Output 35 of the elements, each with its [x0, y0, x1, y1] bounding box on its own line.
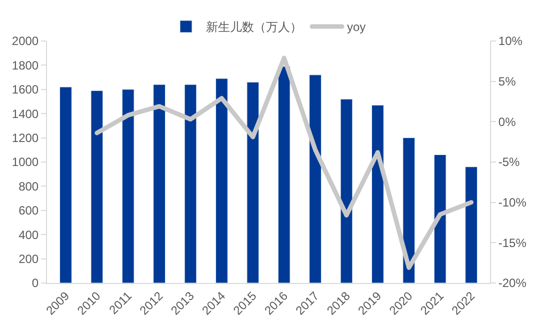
bar — [216, 78, 228, 283]
bar — [465, 166, 478, 283]
bar — [122, 89, 134, 283]
y-tick-label: 0 — [32, 276, 39, 290]
y-tick-label: 200 — [18, 252, 39, 266]
y-tick-label: 1400 — [12, 106, 39, 121]
legend-label: 新生儿数（万人） — [206, 20, 302, 34]
y2-tick-label: -20% — [498, 276, 527, 290]
bar — [278, 66, 290, 283]
y-tick-label: 400 — [18, 228, 39, 242]
y2-tick-label: -5% — [498, 155, 520, 170]
y2-tick-label: 0% — [498, 114, 516, 129]
bar — [309, 74, 322, 283]
y-tick-label: 1200 — [12, 131, 39, 145]
bar — [434, 154, 446, 283]
y2-tick-label: 5% — [498, 74, 516, 89]
bar — [402, 138, 416, 283]
bar — [340, 98, 353, 283]
bar — [246, 82, 260, 283]
bar — [60, 86, 72, 283]
line-series — [94, 56, 474, 270]
y-tick-label: 600 — [18, 204, 39, 218]
bar — [184, 84, 197, 283]
y2-tick-label: -15% — [498, 236, 527, 250]
y-tick-label: 1800 — [12, 58, 39, 72]
y-tick-label: 1600 — [12, 82, 39, 97]
bar — [372, 104, 384, 283]
y-tick-label: 800 — [18, 179, 39, 194]
bar — [90, 90, 104, 283]
y-tick-label: 2000 — [12, 34, 39, 48]
legend-label: yoy — [347, 20, 366, 34]
y-tick-label: 1000 — [12, 155, 39, 170]
bar — [153, 84, 166, 283]
y2-tick-label: -10% — [498, 196, 527, 210]
y2-tick-label: 10% — [498, 34, 523, 48]
